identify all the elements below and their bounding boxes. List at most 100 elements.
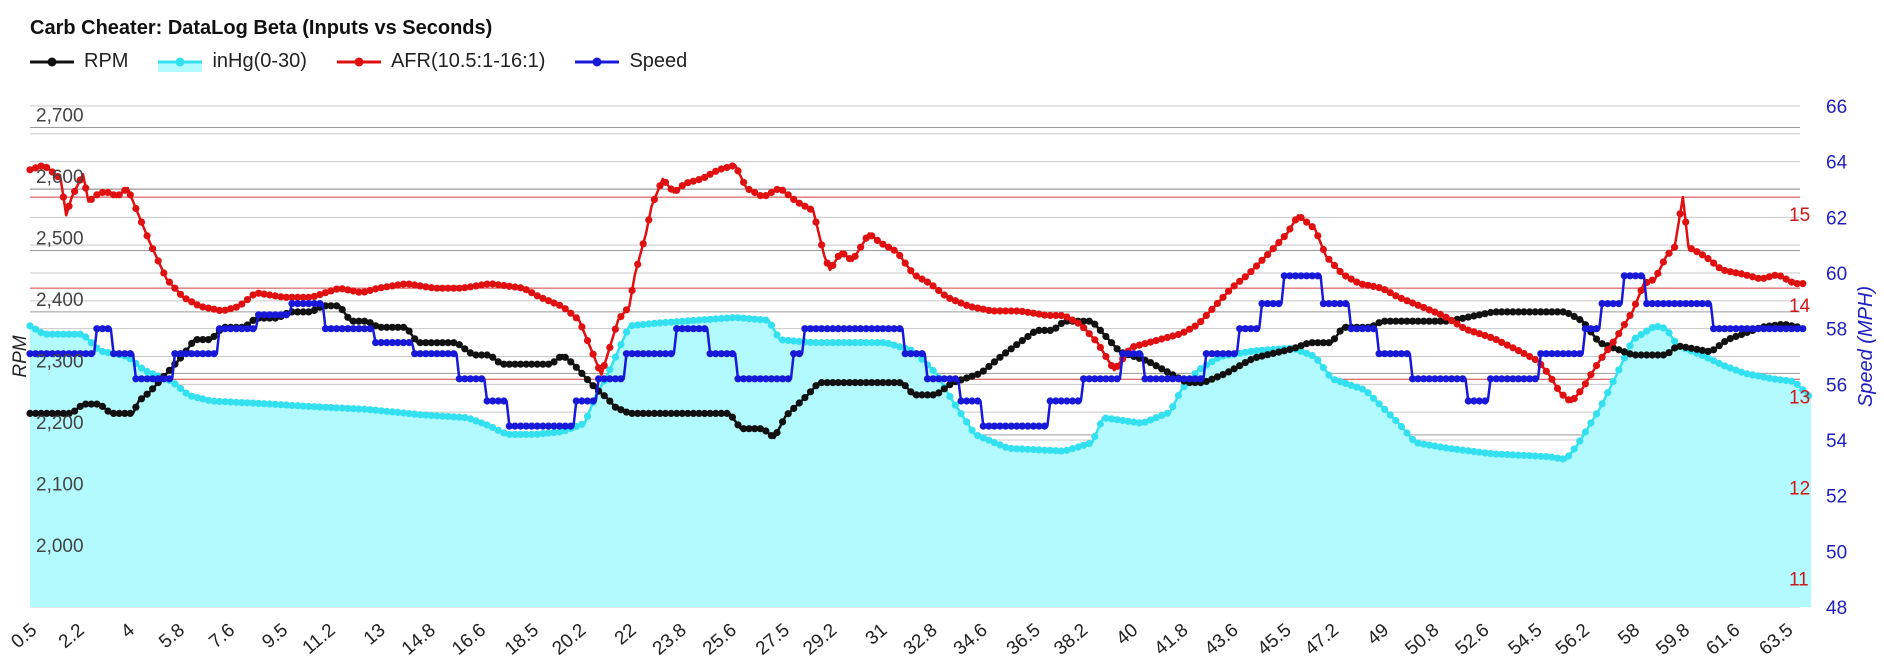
data-point-afr-10-5-1-16-1: [132, 204, 140, 213]
data-point-rpm: [43, 409, 51, 417]
data-point-rpm: [1732, 332, 1740, 341]
x-tick-label: 18.5: [501, 620, 543, 660]
data-point-speed: [1542, 350, 1550, 358]
data-point-rpm: [1598, 340, 1606, 348]
legend-label-speed: Speed: [629, 50, 688, 72]
data-point-speed: [494, 397, 502, 405]
data-point-speed: [1052, 397, 1060, 405]
data-point-rpm: [1520, 308, 1528, 316]
data-point-afr-10-5-1-16-1: [583, 337, 592, 345]
data-point-speed: [422, 350, 430, 358]
legend-item-speed[interactable]: Speed: [575, 50, 687, 73]
data-point-afr-10-5-1-16-1: [1068, 316, 1077, 324]
data-point-rpm: [879, 379, 887, 387]
data-point-speed: [544, 422, 553, 430]
data-point-speed: [1626, 272, 1634, 280]
data-point-rpm: [589, 382, 597, 390]
legend-item-afr[interactable]: AFR(10.5:1-16:1): [336, 50, 545, 73]
data-point-inhg-0-30: [1626, 342, 1634, 350]
data-point-speed: [1548, 350, 1556, 358]
data-point-inhg-0-30: [946, 392, 954, 400]
data-point-rpm: [779, 418, 787, 426]
data-point-afr-10-5-1-16-1: [1732, 269, 1740, 277]
data-point-rpm: [522, 360, 530, 368]
data-point-afr-10-5-1-16-1: [879, 240, 887, 248]
data-point-inhg-0-30: [137, 364, 146, 372]
data-point-inhg-0-30: [678, 317, 686, 325]
data-point-rpm: [645, 409, 653, 417]
data-point-speed: [1799, 325, 1807, 333]
data-point-afr-10-5-1-16-1: [1737, 270, 1746, 278]
data-point-inhg-0-30: [232, 398, 240, 406]
data-point-inhg-0-30: [556, 428, 564, 436]
data-point-rpm: [689, 409, 698, 417]
data-point-inhg-0-30: [845, 339, 854, 347]
data-point-rpm: [740, 425, 748, 433]
data-point-rpm: [394, 323, 402, 331]
data-point-rpm: [1481, 310, 1489, 318]
data-point-inhg-0-30: [26, 322, 34, 330]
data-point-afr-10-5-1-16-1: [1576, 388, 1584, 396]
data-point-rpm: [1375, 319, 1383, 327]
data-point-speed: [1291, 272, 1300, 280]
data-point-inhg-0-30: [1074, 443, 1082, 451]
data-point-inhg-0-30: [1403, 429, 1411, 437]
legend-item-rpm[interactable]: RPM: [30, 50, 128, 73]
data-point-inhg-0-30: [701, 316, 709, 324]
data-point-afr-10-5-1-16-1: [1470, 328, 1478, 336]
data-point-inhg-0-30: [734, 314, 742, 322]
data-point-inhg-0-30: [1353, 383, 1361, 391]
data-point-afr-10-5-1-16-1: [1693, 248, 1701, 256]
legend-item-inhg[interactable]: inHg(0-30): [158, 50, 307, 73]
data-point-speed: [294, 300, 302, 308]
x-tick-label: 49: [1363, 620, 1393, 650]
data-point-speed: [1241, 325, 1249, 333]
left-tick-label: 2,700: [36, 106, 84, 127]
data-point-speed: [634, 350, 642, 358]
data-point-inhg-0-30: [299, 402, 307, 410]
data-point-afr-10-5-1-16-1: [1096, 343, 1104, 351]
data-point-inhg-0-30: [1247, 347, 1255, 355]
data-point-inhg-0-30: [918, 355, 926, 363]
data-point-speed: [884, 325, 893, 333]
right-tick-label: 58: [1826, 320, 1847, 341]
data-point-inhg-0-30: [37, 329, 45, 337]
data-point-rpm: [857, 379, 865, 387]
data-point-rpm: [1553, 308, 1562, 316]
data-point-inhg-0-30: [1436, 443, 1444, 451]
data-point-inhg-0-30: [310, 403, 318, 411]
data-point-inhg-0-30: [1804, 391, 1812, 400]
data-point-afr-10-5-1-16-1: [1514, 347, 1523, 355]
data-point-rpm: [990, 358, 999, 366]
data-point-rpm: [483, 351, 491, 359]
data-point-afr-10-5-1-16-1: [1135, 341, 1143, 349]
data-point-speed: [1782, 325, 1790, 333]
data-point-afr-10-5-1-16-1: [26, 166, 34, 174]
data-point-speed: [1715, 325, 1723, 333]
data-point-afr-10-5-1-16-1: [461, 284, 469, 292]
data-point-afr-10-5-1-16-1: [444, 284, 452, 292]
data-point-afr-10-5-1-16-1: [82, 184, 90, 192]
data-point-afr-10-5-1-16-1: [1007, 307, 1015, 315]
data-point-rpm: [1620, 348, 1628, 356]
data-point-inhg-0-30: [611, 353, 620, 361]
data-point-speed: [1007, 422, 1015, 430]
data-point-afr-10-5-1-16-1: [795, 199, 803, 207]
data-point-speed: [59, 350, 67, 358]
data-point-rpm: [829, 379, 837, 387]
data-point-afr-10-5-1-16-1: [1336, 267, 1344, 276]
data-point-inhg-0-30: [182, 389, 190, 397]
data-point-inhg-0-30: [1749, 371, 1757, 379]
data-point-inhg-0-30: [1498, 450, 1506, 458]
data-point-inhg-0-30: [1654, 323, 1662, 331]
data-point-inhg-0-30: [1542, 453, 1550, 461]
data-point-speed: [1643, 300, 1651, 308]
data-point-afr-10-5-1-16-1: [1275, 239, 1283, 247]
data-point-speed: [1186, 375, 1194, 383]
data-point-afr-10-5-1-16-1: [851, 252, 859, 260]
data-point-afr-10-5-1-16-1: [176, 290, 185, 298]
data-point-afr-10-5-1-16-1: [1726, 268, 1734, 276]
data-point-inhg-0-30: [533, 430, 541, 438]
data-point-rpm: [1046, 326, 1054, 334]
data-point-rpm: [1230, 365, 1238, 373]
